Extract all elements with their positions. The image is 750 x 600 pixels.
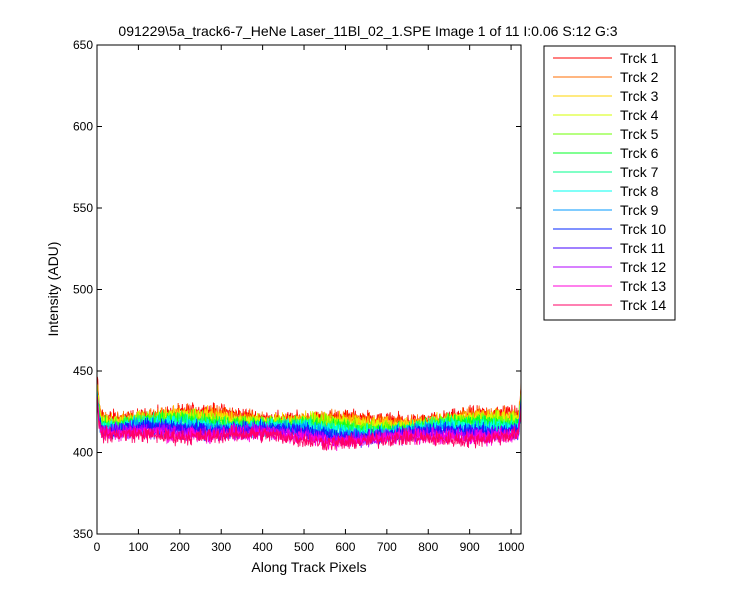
legend-label-10: Trck 10 [620,221,666,237]
y-tick-label-5: 600 [73,120,93,134]
x-tick-label-9: 900 [460,540,480,554]
y-tick-label-0: 350 [73,527,93,541]
series-line-14 [97,397,522,451]
legend-label-14: Trck 14 [620,297,666,313]
y-tick-label-4: 550 [73,201,93,215]
x-axis-label: Along Track Pixels [251,559,366,575]
legend-label-11: Trck 11 [620,240,665,256]
legend-label-5: Trck 5 [620,126,659,142]
x-axis: 0 100 200 300 400 500 600 700 800 900 1000 [94,45,525,554]
x-tick-label-1: 100 [128,540,148,554]
plot-frame [96,44,522,535]
legend-label-6: Trck 6 [620,145,659,161]
legend-label-7: Trck 7 [620,164,659,180]
x-tick-label-3: 300 [211,540,231,554]
x-tick-label-2: 200 [170,540,190,554]
x-tick-label-7: 700 [377,540,397,554]
x-tick-label-6: 600 [335,540,355,554]
legend-label-3: Trck 3 [620,88,659,104]
series-layer [97,376,522,452]
legend: Trck 1 Trck 2 Trck 3 Trck 4 Trck 5 Trck 6 Trck… [543,45,676,321]
legend-label-9: Trck 9 [620,202,659,218]
x-tick-label-10: 1000 [498,540,525,554]
y-tick-label-2: 450 [73,364,93,378]
legend-label-1: Trck 1 [620,50,659,66]
x-tick-label-5: 500 [294,540,314,554]
legend-box [543,45,676,321]
y-axis-label: Intensity (ADU) [45,242,61,337]
legend-label-13: Trck 13 [620,278,666,294]
y-axis: 350 400 450 500 550 600 650 [73,38,521,541]
y-tick-label-1: 400 [73,446,93,460]
y-tick-label-3: 500 [73,283,93,297]
x-tick-label-0: 0 [94,540,101,554]
legend-label-2: Trck 2 [620,69,659,85]
legend-items: Trck 1 Trck 2 Trck 3 Trck 4 Trck 5 Trck 6 Trck… [553,50,666,313]
y-tick-label-6: 650 [73,38,93,52]
legend-label-4: Trck 4 [620,107,659,123]
legend-label-12: Trck 12 [620,259,666,275]
legend-label-8: Trck 8 [620,183,659,199]
x-tick-label-4: 400 [253,540,273,554]
chart-title: 091229\5a_track6-7_HeNe Laser_11Bl_02_1.… [118,23,617,39]
x-tick-label-8: 800 [418,540,438,554]
